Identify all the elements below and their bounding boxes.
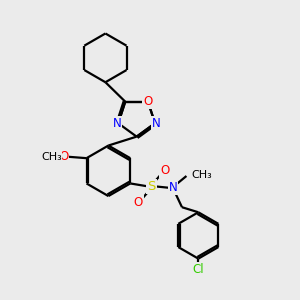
Text: S: S bbox=[148, 180, 156, 193]
Text: CH₃: CH₃ bbox=[191, 169, 212, 179]
Text: Cl: Cl bbox=[193, 263, 204, 276]
Text: N: N bbox=[112, 117, 121, 130]
Text: N: N bbox=[152, 117, 161, 130]
Text: N: N bbox=[169, 182, 177, 194]
Text: O: O bbox=[143, 95, 153, 108]
Text: O: O bbox=[160, 164, 170, 177]
Text: O: O bbox=[59, 150, 68, 163]
Text: CH₃: CH₃ bbox=[41, 152, 62, 162]
Text: O: O bbox=[134, 196, 143, 209]
